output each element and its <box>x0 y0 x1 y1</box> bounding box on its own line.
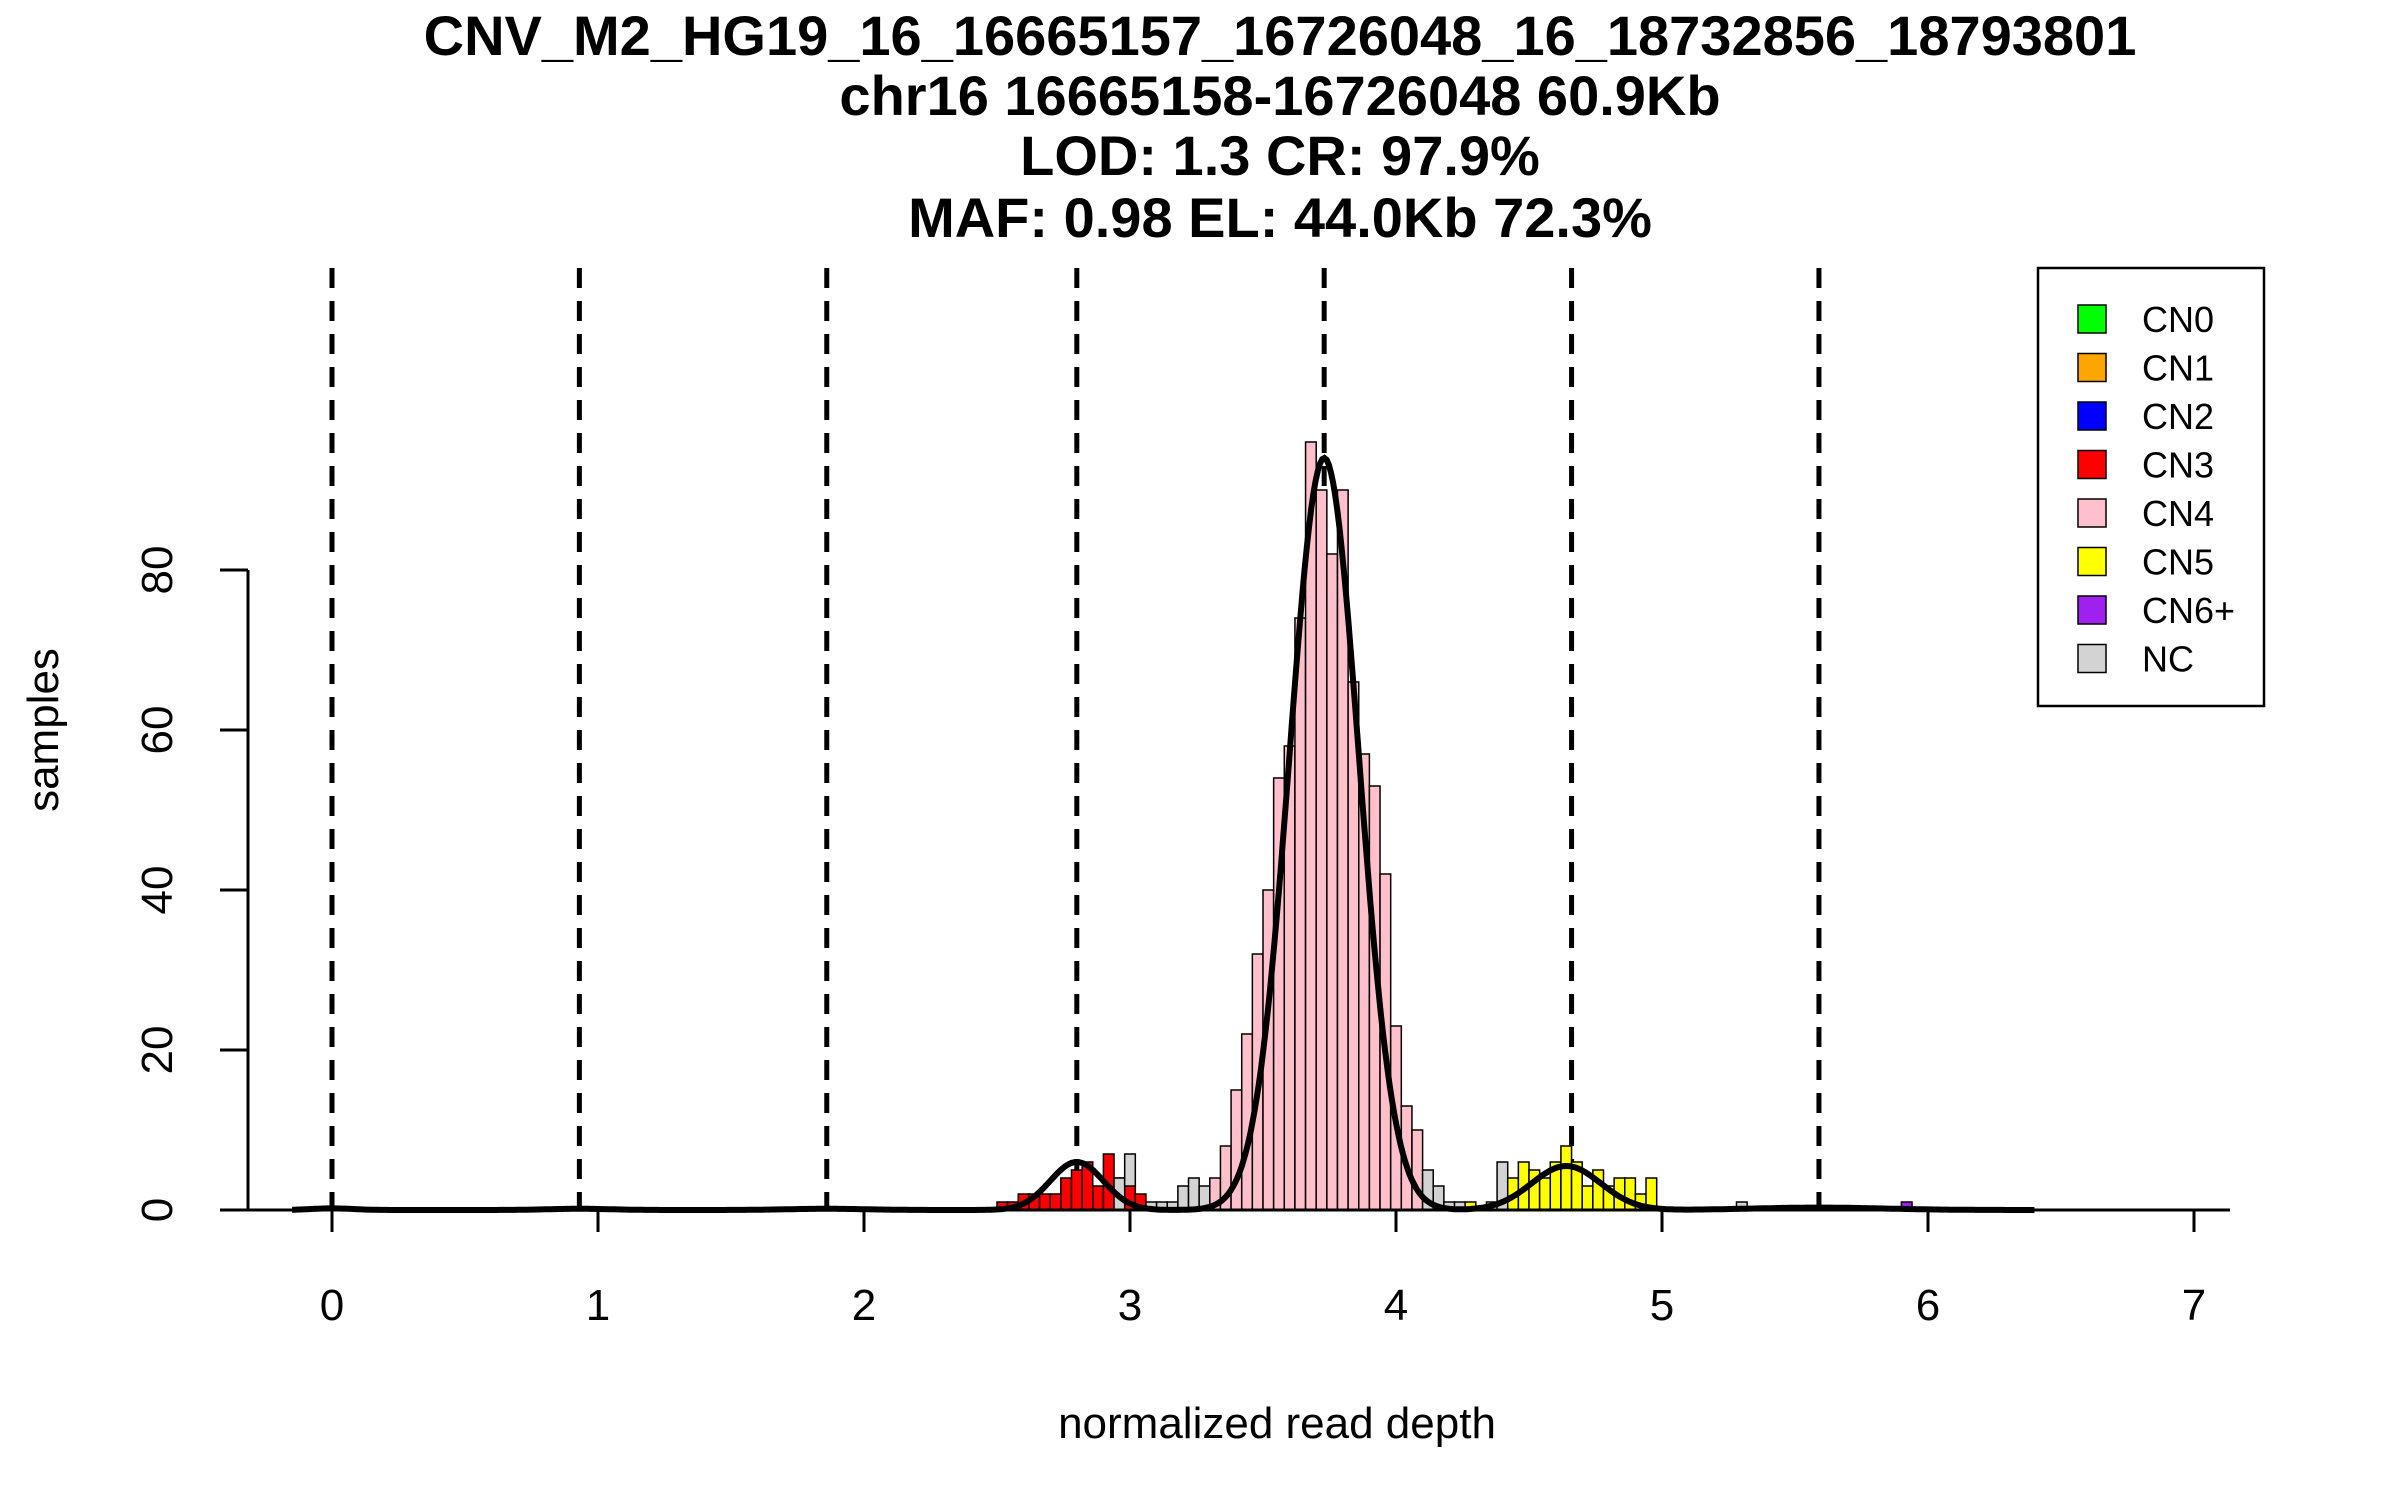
legend-label-cn5: CN5 <box>2142 542 2214 583</box>
y-axis: 0 20 40 60 80 <box>133 546 250 1222</box>
bar-nc-20 <box>1187 1177 1200 1211</box>
chart-subtitle-3: MAF: 0.98 EL: 44.0Kb 72.3% <box>908 186 1652 249</box>
bar-cn3-7 <box>1070 1169 1083 1211</box>
x-tick-label-4: 4 <box>1384 1281 1408 1330</box>
legend-label-cn1: CN1 <box>2142 348 2214 389</box>
copy-number-guide-lines <box>329 268 1822 1210</box>
bar-cn4-30 <box>1294 617 1307 1211</box>
legend: CN0 CN1 CN2 CN3 CN4 CN5 CN6+ NC <box>2036 266 2266 708</box>
legend-swatch-cn6plus <box>2077 595 2107 625</box>
legend-swatch-cn4 <box>2077 498 2107 528</box>
x-axis: 0 1 2 3 4 5 6 7 <box>248 1208 2230 1330</box>
bar-cn5-52 <box>1538 1177 1552 1211</box>
bar-cn4-33 <box>1326 553 1339 1211</box>
legend-label-cn4: CN4 <box>2142 493 2214 534</box>
legend-swatch-cn5 <box>2077 546 2107 577</box>
bar-cn4-32 <box>1315 489 1328 1211</box>
legend-label-cn2: CN2 <box>2142 396 2214 437</box>
chart-title: CNV_M2_HG19_16_16665157_16726048_16_1873… <box>424 4 2137 67</box>
histogram-bars <box>996 441 1913 1211</box>
legend-swatch-cn3 <box>2077 449 2107 480</box>
chart-subtitle-2: LOD: 1.3 CR: 97.9% <box>1020 124 1540 187</box>
x-axis-label: normalized read depth <box>1058 1399 1496 1448</box>
y-tick-label-0: 0 <box>133 1198 182 1222</box>
y-tick-label-20: 20 <box>133 1026 182 1075</box>
x-tick-label-2: 2 <box>852 1281 876 1330</box>
x-tick-label-3: 3 <box>1118 1281 1142 1330</box>
bar-cn5-54 <box>1560 1145 1573 1211</box>
y-tick-label-60: 60 <box>133 706 182 755</box>
chart-title-block: CNV_M2_HG19_16_16665157_16726048_16_1873… <box>424 4 2137 249</box>
legend-swatch-cn0 <box>2077 304 2107 334</box>
chart-subtitle-1: chr16 16665158-16726048 60.9Kb <box>839 64 1720 127</box>
legend-swatch-cn1 <box>2077 352 2107 383</box>
bar-nc-19 <box>1177 1185 1190 1211</box>
legend-swatch-nc <box>2077 643 2107 674</box>
x-tick-label-1: 1 <box>586 1281 610 1330</box>
x-tick-label-7: 7 <box>2182 1281 2206 1330</box>
fit-curve <box>292 454 2035 1213</box>
x-tick-label-5: 5 <box>1650 1281 1674 1330</box>
bar-cn3-4 <box>1038 1193 1051 1211</box>
legend-label-cn3: CN3 <box>2142 445 2214 486</box>
bar-nc-15 <box>1123 1153 1137 1187</box>
bar-cn3-9 <box>1092 1185 1105 1211</box>
y-tick-label-40: 40 <box>133 866 182 915</box>
legend-box <box>2036 266 2266 708</box>
legend-swatch-cn2 <box>2077 401 2107 431</box>
legend-label-cn0: CN0 <box>2142 299 2214 340</box>
legend-label-cn6plus: CN6+ <box>2142 590 2235 631</box>
y-axis-label: samples <box>19 648 68 812</box>
x-tick-label-0: 0 <box>320 1281 344 1330</box>
bar-cn3-5 <box>1049 1193 1062 1211</box>
y-tick-label-80: 80 <box>133 546 182 595</box>
bar-cn5-56 <box>1581 1185 1594 1211</box>
bar-cn3-6 <box>1060 1177 1073 1211</box>
legend-label-nc: NC <box>2142 639 2194 680</box>
x-tick-label-6: 6 <box>1916 1281 1940 1330</box>
